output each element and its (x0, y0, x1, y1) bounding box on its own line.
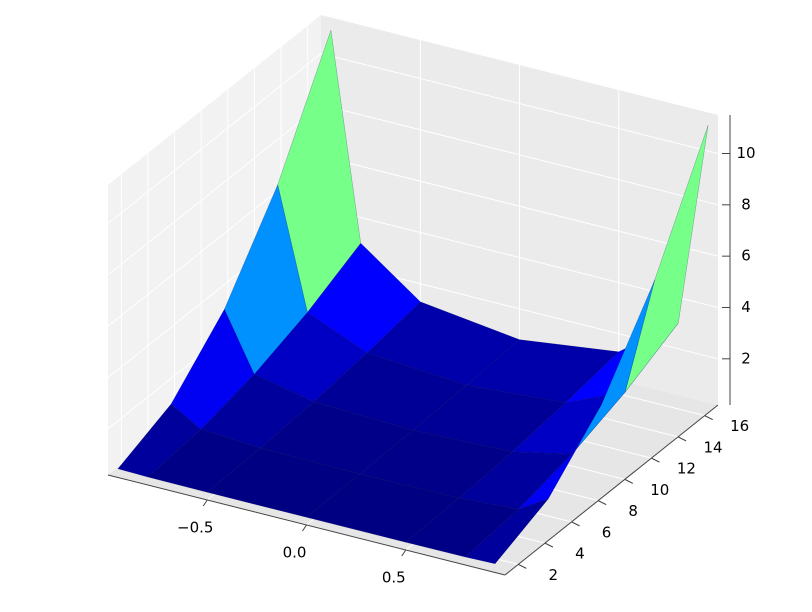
x-tick (202, 499, 208, 507)
surface-cell (170, 308, 255, 430)
y-tick (571, 521, 580, 527)
z-tick-label: 2 (741, 349, 751, 367)
z-tick-label: 4 (741, 298, 751, 316)
grid-line (107, 52, 719, 224)
y-tick (704, 415, 713, 421)
z-tick-label: 10 (736, 144, 755, 162)
axis-line (504, 404, 719, 576)
y-tick-label: 2 (549, 566, 559, 584)
left-pane (108, 15, 321, 475)
x-tick (401, 549, 407, 557)
surface-cell (117, 403, 202, 478)
y-tick-label: 8 (628, 502, 638, 520)
x-tick-label: −0.5 (177, 519, 213, 537)
y-tick (544, 542, 554, 548)
surface-cell (571, 279, 656, 455)
z-tick-label: 8 (741, 195, 751, 213)
y-tick (597, 500, 607, 506)
y-tick-label: 10 (650, 481, 669, 499)
y-tick-label: 4 (575, 545, 585, 563)
y-tick-label: 14 (704, 438, 723, 456)
surface-cell (464, 498, 550, 565)
z-tick-label: 6 (741, 247, 751, 265)
x-tick-label: 0.0 (283, 544, 307, 562)
y-tick (677, 436, 687, 442)
y-tick-label: 12 (677, 460, 696, 478)
y-tick (518, 563, 527, 569)
y-tick-label: 6 (602, 523, 612, 541)
x-tick-label: 0.5 (382, 569, 406, 587)
y-tick-label: 16 (730, 417, 749, 435)
x-tick (302, 524, 307, 532)
y-tick (624, 478, 634, 484)
y-tick (651, 457, 660, 463)
